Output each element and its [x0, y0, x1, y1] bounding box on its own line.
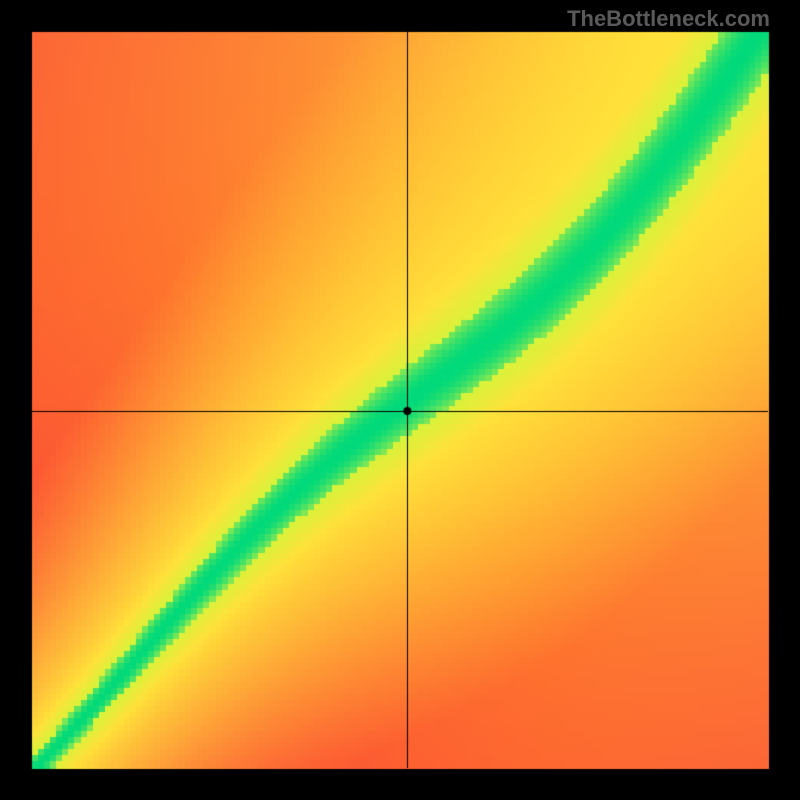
bottleneck-heatmap [0, 0, 800, 800]
chart-container: TheBottleneck.com [0, 0, 800, 800]
watermark-text: TheBottleneck.com [567, 6, 770, 32]
